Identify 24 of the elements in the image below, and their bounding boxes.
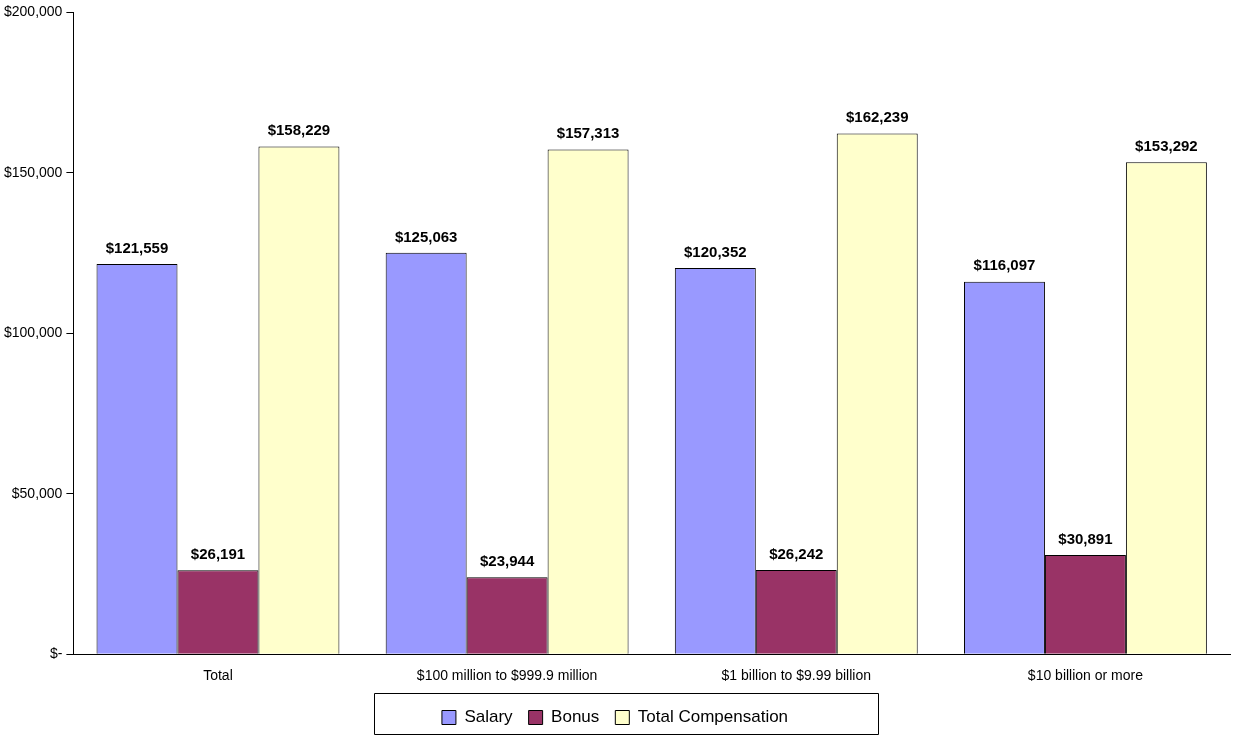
y-tick-label: $150,000 <box>3 163 63 180</box>
x-tick-label: $100 million to $999.9 million <box>416 667 598 684</box>
data-label: $26,242 <box>769 544 824 562</box>
y-tick-label: $200,000 <box>3 3 63 20</box>
x-tick-label: Total <box>203 667 233 684</box>
data-label: $158,229 <box>267 121 331 139</box>
data-label: $30,891 <box>1058 529 1113 547</box>
data-label: $125,063 <box>394 227 458 245</box>
legend-label: Bonus <box>551 707 600 727</box>
data-label: $26,191 <box>190 544 246 562</box>
y-tick-label: $- <box>49 645 63 662</box>
x-tick-label: $1 billion to $9.99 billion <box>721 667 871 684</box>
data-label: $120,352 <box>684 242 747 260</box>
legend-label: Salary <box>464 707 514 727</box>
data-label: $116,097 <box>973 256 1036 274</box>
x-tick-label: $10 billion or more <box>1027 667 1144 684</box>
legend-label: Total Compensation <box>637 707 789 727</box>
data-label: $153,292 <box>1135 136 1198 154</box>
data-label: $121,559 <box>105 238 169 256</box>
data-label: $162,239 <box>845 108 909 126</box>
y-tick-label: $100,000 <box>3 324 63 341</box>
data-label: $23,944 <box>480 552 535 569</box>
data-label: $157,313 <box>556 124 620 142</box>
y-tick-label: $50,000 <box>11 484 63 501</box>
